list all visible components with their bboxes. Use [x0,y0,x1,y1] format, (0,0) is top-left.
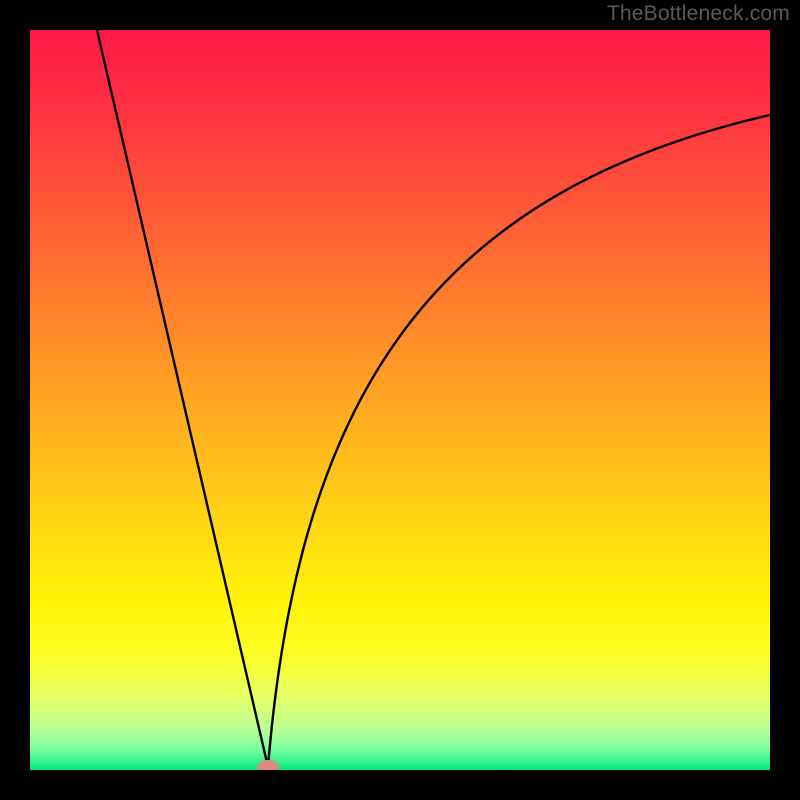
watermark-text: TheBottleneck.com [607,2,790,26]
chart-container: TheBottleneck.com [0,0,800,800]
plot-background [30,30,770,770]
chart-svg [0,0,800,800]
